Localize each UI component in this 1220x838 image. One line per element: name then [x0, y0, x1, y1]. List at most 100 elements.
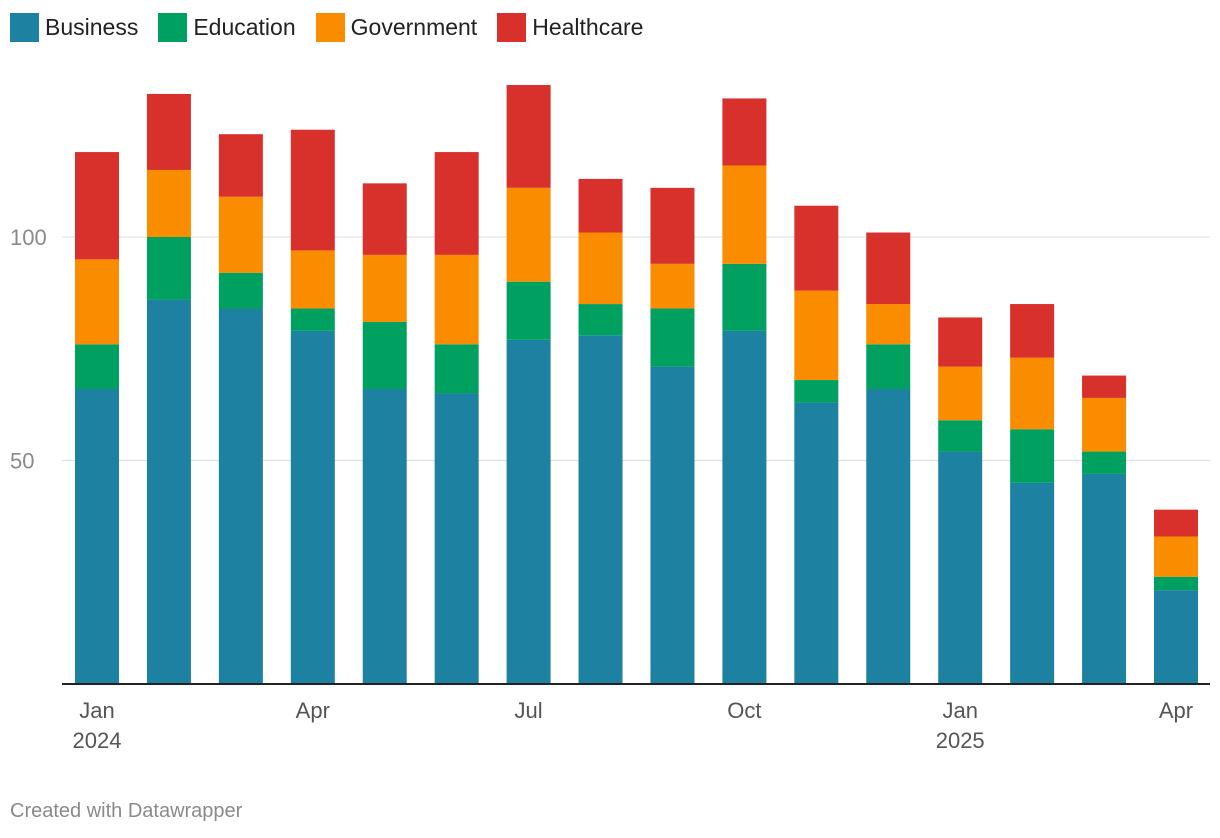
bar-stack-mar-2025[interactable]: [1082, 375, 1127, 684]
x-tick-label: Apr: [296, 698, 330, 723]
bar-segment-government-jul-2024[interactable]: [506, 187, 551, 282]
bar-stack-nov-2024[interactable]: [794, 205, 839, 684]
bar-segment-healthcare-nov-2024[interactable]: [794, 205, 839, 291]
bar-segment-government-aug-2024[interactable]: [578, 232, 623, 305]
bar-stack-jan-2024[interactable]: [75, 152, 119, 684]
bar-segment-education-may-2024[interactable]: [362, 321, 407, 389]
bar-segment-government-nov-2024[interactable]: [794, 290, 839, 381]
x-tick-label: Jan: [942, 698, 977, 723]
bar-segment-education-jun-2024[interactable]: [434, 344, 479, 394]
x-tick-label: 2024: [73, 728, 122, 753]
bar-segment-government-sep-2024[interactable]: [650, 263, 695, 309]
bar-segment-education-mar-2024[interactable]: [218, 272, 263, 309]
bar-segment-healthcare-jan-2025[interactable]: [938, 317, 983, 367]
bar-segment-business-apr-2025[interactable]: [1154, 590, 1198, 684]
bar-segment-healthcare-jul-2024[interactable]: [506, 85, 551, 188]
bar-stack-apr-2025[interactable]: [1154, 509, 1198, 684]
bar-segment-healthcare-apr-2024[interactable]: [290, 129, 335, 251]
bar-stack-mar-2024[interactable]: [218, 134, 263, 684]
footer-credit[interactable]: Created with Datawrapper: [10, 800, 243, 822]
bar-segment-healthcare-apr-2025[interactable]: [1154, 509, 1198, 537]
bar-segment-education-jan-2025[interactable]: [938, 420, 983, 452]
bar-segment-business-mar-2025[interactable]: [1082, 473, 1127, 684]
bar-segment-government-jan-2024[interactable]: [75, 259, 119, 345]
bar-segment-business-apr-2024[interactable]: [290, 330, 335, 684]
bar-stack-apr-2024[interactable]: [290, 129, 335, 684]
bar-stack-jul-2024[interactable]: [506, 85, 551, 684]
bar-segment-business-jul-2024[interactable]: [506, 339, 551, 684]
bar-segment-government-feb-2025[interactable]: [1010, 357, 1055, 430]
bars: [75, 85, 1198, 684]
bar-segment-education-dec-2024[interactable]: [866, 344, 911, 389]
bar-stack-jan-2025[interactable]: [938, 317, 983, 684]
x-tick-label: Apr: [1159, 698, 1193, 723]
stacked-bar-chart: 50 100 Jan 2024 Apr Jul Oct Jan 2025 Apr: [10, 85, 1210, 753]
y-tick-label: 50: [10, 449, 34, 474]
bar-segment-government-apr-2025[interactable]: [1154, 536, 1198, 577]
bar-segment-education-apr-2025[interactable]: [1154, 576, 1198, 591]
bar-segment-healthcare-jun-2024[interactable]: [434, 152, 479, 255]
bar-segment-business-jan-2025[interactable]: [938, 451, 983, 684]
bar-segment-business-jan-2024[interactable]: [75, 388, 119, 684]
bar-segment-business-may-2024[interactable]: [362, 388, 407, 684]
bar-segment-business-jun-2024[interactable]: [434, 393, 479, 684]
bar-segment-healthcare-mar-2025[interactable]: [1082, 375, 1127, 398]
bar-segment-government-jan-2025[interactable]: [938, 366, 983, 421]
bar-segment-education-sep-2024[interactable]: [650, 308, 695, 367]
bar-segment-education-nov-2024[interactable]: [794, 380, 839, 403]
bar-segment-business-aug-2024[interactable]: [578, 335, 623, 684]
bar-stack-may-2024[interactable]: [362, 183, 407, 684]
bar-segment-education-apr-2024[interactable]: [290, 308, 335, 331]
bar-stack-jun-2024[interactable]: [434, 152, 479, 684]
legend-label: Government: [350, 13, 478, 40]
bar-stack-dec-2024[interactable]: [866, 232, 911, 684]
bar-segment-education-mar-2025[interactable]: [1082, 451, 1127, 474]
legend-item-government[interactable]: Government: [315, 12, 478, 42]
legend-swatch-government: [315, 12, 345, 42]
bar-segment-healthcare-feb-2025[interactable]: [1010, 304, 1055, 358]
bar-segment-education-feb-2024[interactable]: [146, 237, 191, 300]
bar-segment-education-oct-2024[interactable]: [722, 263, 767, 331]
bar-segment-business-feb-2025[interactable]: [1010, 482, 1055, 684]
bar-segment-healthcare-feb-2024[interactable]: [146, 93, 191, 170]
legend-item-education[interactable]: Education: [158, 12, 296, 42]
bar-segment-education-aug-2024[interactable]: [578, 304, 623, 336]
bar-stack-feb-2025[interactable]: [1010, 304, 1055, 684]
bar-segment-healthcare-may-2024[interactable]: [362, 183, 407, 255]
legend-swatch-business: [10, 12, 39, 42]
legend-item-business[interactable]: Business: [10, 12, 138, 42]
bar-segment-government-mar-2025[interactable]: [1082, 397, 1127, 452]
bar-segment-healthcare-mar-2024[interactable]: [218, 134, 263, 197]
bar-segment-government-mar-2024[interactable]: [218, 196, 263, 273]
legend: Business Education Government Healthcare: [10, 10, 663, 44]
bar-segment-education-jul-2024[interactable]: [506, 281, 551, 340]
bar-segment-business-nov-2024[interactable]: [794, 402, 839, 684]
bar-stack-oct-2024[interactable]: [722, 98, 767, 684]
bar-segment-education-feb-2025[interactable]: [1010, 429, 1055, 483]
x-axis-ticks: Jan 2024 Apr Jul Oct Jan 2025 Apr: [73, 698, 1194, 753]
bar-segment-government-oct-2024[interactable]: [722, 165, 767, 264]
bar-stack-feb-2024[interactable]: [146, 93, 191, 684]
bar-segment-business-mar-2024[interactable]: [218, 308, 263, 684]
bar-segment-government-apr-2024[interactable]: [290, 250, 335, 309]
bar-stack-aug-2024[interactable]: [578, 178, 623, 684]
bar-segment-government-dec-2024[interactable]: [866, 304, 911, 345]
y-tick-label: 100: [10, 225, 47, 250]
bar-segment-government-may-2024[interactable]: [362, 254, 407, 322]
bar-segment-healthcare-dec-2024[interactable]: [866, 232, 911, 305]
bar-segment-government-jun-2024[interactable]: [434, 254, 479, 345]
bar-segment-government-feb-2024[interactable]: [146, 169, 191, 237]
x-tick-label: 2025: [936, 728, 985, 753]
bar-segment-healthcare-sep-2024[interactable]: [650, 187, 695, 264]
bar-segment-business-feb-2024[interactable]: [146, 299, 191, 684]
legend-swatch-healthcare: [497, 12, 527, 42]
bar-segment-healthcare-aug-2024[interactable]: [578, 178, 623, 233]
bar-segment-business-sep-2024[interactable]: [650, 366, 695, 684]
bar-segment-healthcare-jan-2024[interactable]: [75, 152, 119, 260]
legend-item-healthcare[interactable]: Healthcare: [497, 12, 643, 42]
bar-segment-education-jan-2024[interactable]: [75, 344, 119, 389]
bar-segment-business-oct-2024[interactable]: [722, 330, 767, 684]
bar-segment-healthcare-oct-2024[interactable]: [722, 98, 767, 166]
bar-stack-sep-2024[interactable]: [650, 187, 695, 684]
bar-segment-business-dec-2024[interactable]: [866, 388, 911, 684]
